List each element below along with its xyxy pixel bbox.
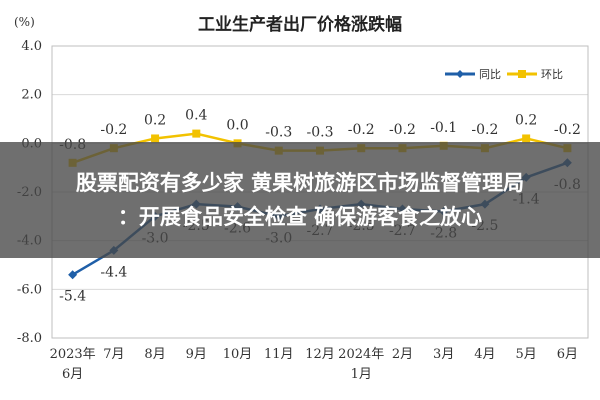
data-label-mom: -0.2 bbox=[100, 122, 127, 138]
data-label-mom: -0.3 bbox=[265, 125, 292, 141]
data-label-mom: -0.3 bbox=[307, 125, 334, 141]
x-tick-label: 9月 bbox=[186, 347, 207, 362]
x-tick-label: 4月 bbox=[474, 347, 495, 362]
x-tick-label: 12月 bbox=[305, 347, 335, 362]
series-point-mom bbox=[522, 134, 531, 143]
news-overlay-banner[interactable]: 股票配资有多少家 黄果树旅游区市场监督管理局 ：开展食品安全检查 确保游客食之放… bbox=[0, 142, 600, 258]
x-tick-label: 3月 bbox=[433, 347, 454, 362]
y-tick-label: 2.0 bbox=[21, 88, 42, 103]
y-tick-label: -8.0 bbox=[17, 331, 42, 346]
legend-label: 同比 bbox=[479, 68, 501, 81]
chart-title: 工业生产者出厂价格涨跌幅 bbox=[198, 14, 402, 35]
series-point-yoy bbox=[68, 270, 78, 280]
y-tick-label: -6.0 bbox=[17, 282, 42, 297]
y-tick-label: 4.0 bbox=[21, 39, 42, 54]
series-point-mom bbox=[151, 134, 160, 143]
data-label-mom: -0.2 bbox=[389, 122, 416, 138]
legend: 同比 环比 bbox=[445, 68, 563, 81]
overlay-headline-line2[interactable]: ：开展食品安全检查 确保游客食之放心 bbox=[117, 205, 483, 229]
data-label-mom: 0.4 bbox=[185, 108, 207, 124]
x-tick-label: 10月 bbox=[223, 347, 253, 362]
y-axis-unit: (%) bbox=[14, 15, 35, 29]
x-tick-label: 11月 bbox=[264, 347, 294, 362]
data-label-mom: 0.0 bbox=[226, 117, 248, 133]
x-tick-label: 6月 bbox=[557, 347, 578, 362]
x-tick-label: 2023年 6月 bbox=[50, 347, 96, 382]
x-tick-label: 7月 bbox=[103, 347, 124, 362]
x-tick-layer: 2023年 6月 7月 8月 9月 10月 11月 12月 2024年 1月 2月 3月 4月 5月 6月 bbox=[50, 347, 578, 382]
overlay-headline-line1[interactable]: 股票配资有多少家 黄果树旅游区市场监督管理局 bbox=[75, 171, 525, 195]
data-label-yoy: -4.4 bbox=[100, 264, 127, 280]
data-label-mom: 0.2 bbox=[515, 112, 537, 128]
legend-label: 环比 bbox=[541, 68, 563, 81]
legend-swatch-marker bbox=[456, 70, 464, 78]
data-label-yoy: -5.4 bbox=[59, 289, 86, 305]
data-label-mom: -0.2 bbox=[554, 122, 581, 138]
x-tick-label: 5月 bbox=[516, 347, 537, 362]
data-label-mom: -0.2 bbox=[471, 122, 498, 138]
x-tick-label: 2024年 1月 bbox=[338, 347, 384, 382]
data-label-mom: -0.1 bbox=[430, 120, 457, 136]
x-tick-label: 2月 bbox=[392, 347, 413, 362]
legend-swatch-marker bbox=[518, 70, 526, 78]
data-label-mom: 0.2 bbox=[144, 112, 166, 128]
series-point-mom bbox=[192, 129, 201, 138]
x-tick-label: 8月 bbox=[144, 347, 165, 362]
data-label-mom: -0.2 bbox=[348, 122, 375, 138]
